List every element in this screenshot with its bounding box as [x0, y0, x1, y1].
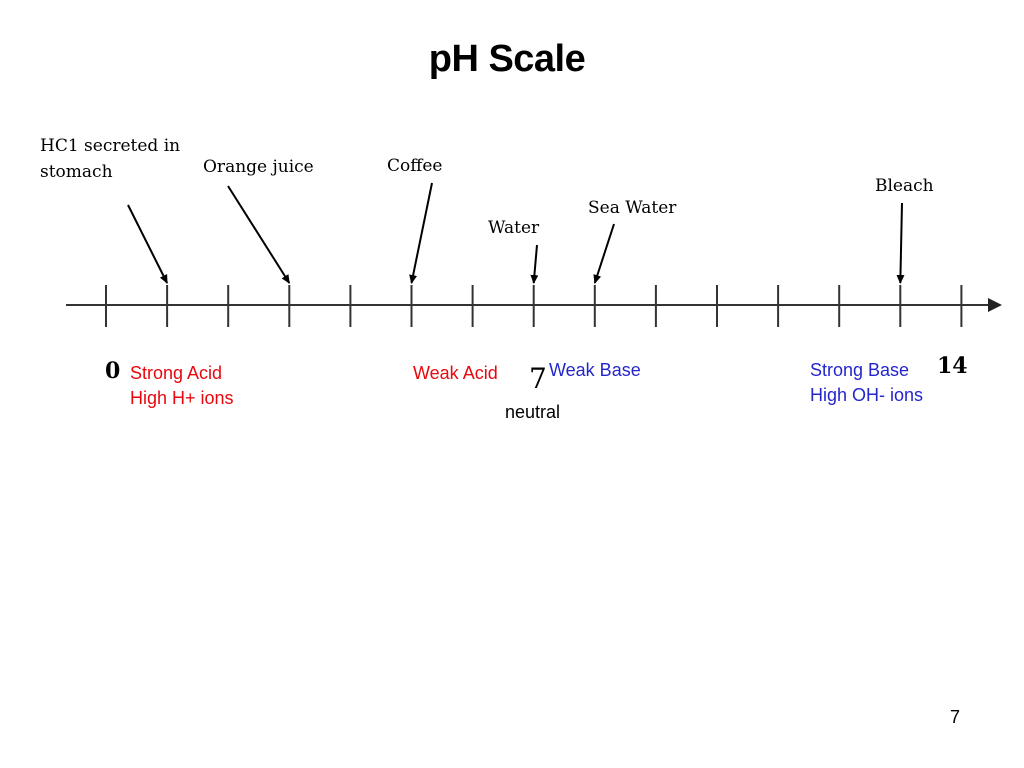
strong-acid-line1: Strong Acid [130, 363, 223, 383]
number-line-arrow-head [988, 298, 1002, 312]
bleach-caption: Bleach [875, 173, 934, 199]
orange-juice-pointer-arrow [227, 185, 291, 284]
page-number: 7 [950, 707, 961, 727]
scale-label-14: 14 [937, 353, 968, 379]
weak-base-label: Weak Base [549, 360, 641, 380]
strong-base-label: Strong Base High OH- ions [810, 358, 923, 408]
water-pointer-arrow [530, 244, 539, 284]
strong-acid-line2: High H+ ions [130, 388, 234, 408]
coffee-pointer-arrow [409, 182, 433, 284]
tick-marks [105, 285, 963, 327]
example-pointers [127, 182, 905, 284]
sea-water-pointer-arrow [593, 223, 615, 284]
sea-water-caption-line-1: Sea Water [588, 198, 677, 218]
hcl-caption: HC1 secreted in stomach [40, 133, 180, 185]
strong-base-line2: High OH- ions [810, 385, 924, 405]
bleach-pointer-arrow [896, 202, 905, 284]
strong-base-line1: Strong Base [810, 360, 910, 380]
orange-juice-caption-line-1: Orange juice [203, 157, 314, 177]
water-caption-line-1: Water [488, 218, 540, 238]
neutral-label: neutral [505, 402, 561, 422]
scale-label-7: 7 [529, 362, 547, 395]
bleach-caption-line-1: Bleach [875, 176, 934, 196]
water-caption: Water [488, 215, 539, 241]
sea-water-caption: Sea Water [588, 195, 676, 221]
orange-juice-caption: Orange juice [203, 154, 314, 180]
coffee-caption: Coffee [387, 153, 442, 179]
strong-acid-label: Strong Acid High H+ ions [130, 361, 234, 411]
coffee-caption-line-1: Coffee [387, 156, 443, 176]
weak-acid-label: Weak Acid [413, 363, 498, 383]
hcl-pointer-arrow [127, 204, 168, 284]
hcl-caption-line-2: stomach [40, 162, 113, 182]
scale-label-0: 0 [105, 358, 121, 384]
hcl-caption-line-1: HC1 secreted in [40, 136, 181, 156]
slide-title: pH Scale [428, 38, 586, 80]
